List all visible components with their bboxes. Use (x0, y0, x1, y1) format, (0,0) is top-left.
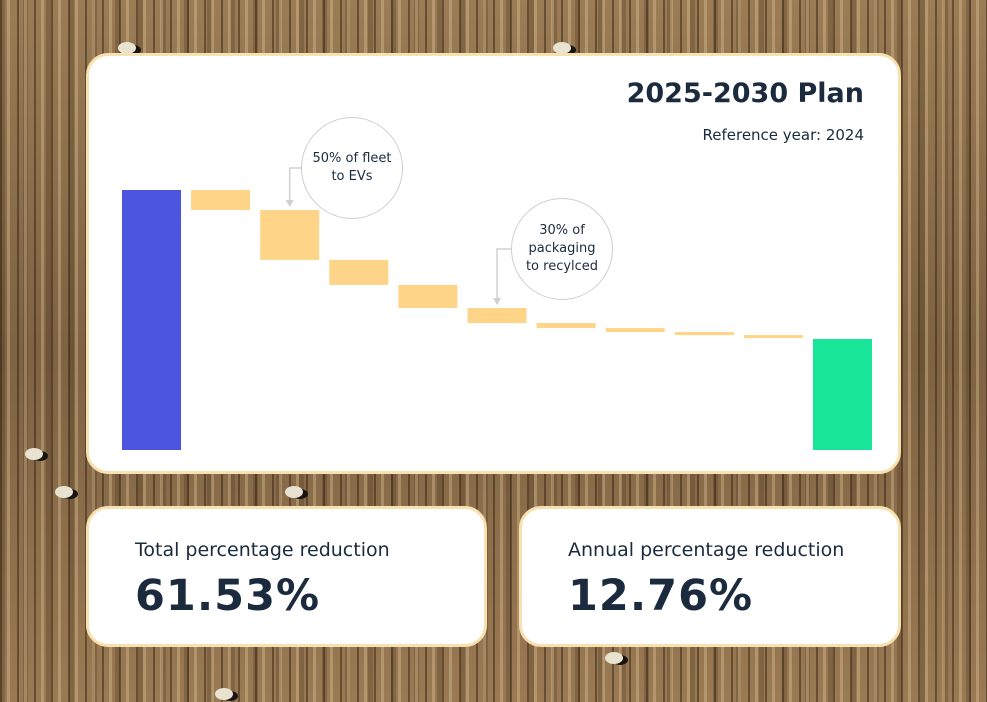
total-reduction-value: 61.53% (135, 571, 321, 621)
annotation-arrow (493, 298, 501, 306)
delta-bar (260, 210, 320, 260)
annotation-text: packaging (528, 241, 596, 256)
hay-bale (285, 486, 303, 498)
delta-bar (329, 259, 389, 285)
annual-reduction-label: Annual percentage reduction (568, 539, 845, 561)
delta-bar (674, 332, 734, 336)
annotation-connector (496, 248, 513, 305)
delta-bar (191, 190, 251, 210)
hay-bale (605, 652, 623, 664)
waterfall-chart-card: 2025-2030 Plan Reference year: 2024 50% … (86, 53, 901, 474)
annotation-callout: 50% of fleet to EVs (301, 117, 403, 219)
hay-bale (553, 42, 571, 54)
chart-title: 2025-2030 Plan (626, 78, 864, 109)
hay-bale (118, 42, 136, 54)
hay-bale (55, 486, 73, 498)
delta-bar (605, 328, 665, 332)
hay-bale (215, 688, 233, 700)
delta-bar (467, 308, 527, 324)
annotation-arrow (285, 200, 294, 208)
delta-bar (398, 284, 458, 308)
delta-bar (536, 323, 596, 328)
annotation-text: to EVs (331, 169, 373, 184)
annotation-text: 50% of fleet (312, 151, 392, 166)
hay-bale (25, 448, 43, 460)
delta-bar (743, 335, 803, 339)
annotation-text: to recylced (525, 259, 599, 274)
total-reduction-label: Total percentage reduction (135, 539, 390, 561)
annual-reduction-card: Annual percentage reduction 12.76% (519, 506, 901, 647)
total-reduction-card: Total percentage reduction 61.53% (86, 506, 487, 647)
annotation-connector (288, 167, 303, 207)
total-bar (813, 339, 872, 450)
annotation-callout: 30% of packaging to recylced (511, 198, 613, 300)
chart-subtitle: Reference year: 2024 (702, 126, 865, 144)
waterfall-chart (122, 167, 872, 450)
annual-reduction-value: 12.76% (568, 571, 754, 621)
annotation-text: 30% of (539, 223, 585, 238)
total-bar (122, 190, 181, 450)
